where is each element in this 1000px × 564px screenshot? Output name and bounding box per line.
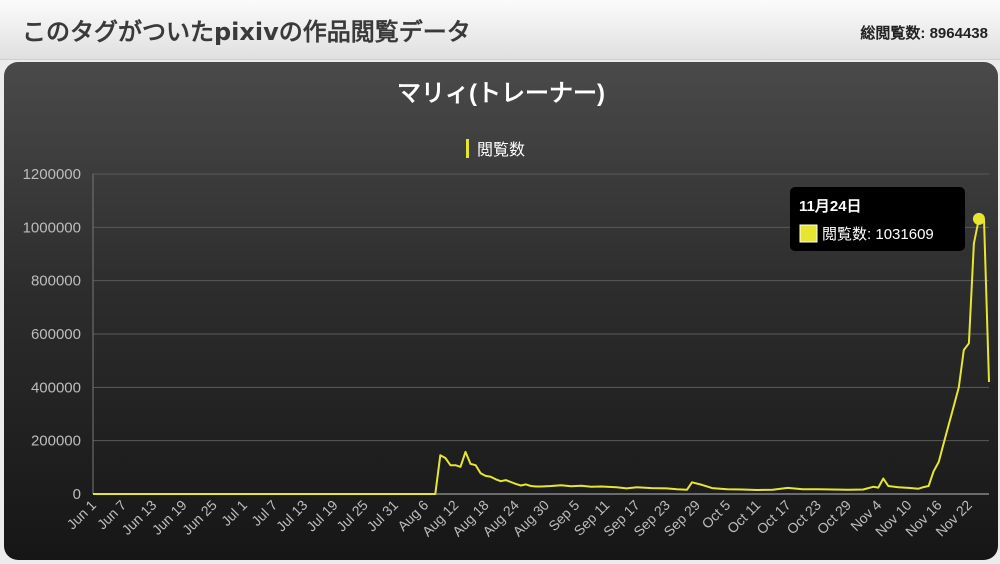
tooltip: 11月24日 閲覧数: 1031609 xyxy=(790,187,965,251)
tooltip-value: 閲覧数: 1031609 xyxy=(822,226,934,243)
tooltip-box xyxy=(790,187,965,251)
legend-label: 閲覧数 xyxy=(477,140,525,159)
tooltip-number: 1031609 xyxy=(875,226,933,243)
legend-swatch xyxy=(466,139,469,158)
tooltip-colon: : xyxy=(867,226,875,243)
line-chart: マリィ(トレーナー) 閲覧数 0 200000 400000 600000 800000… xyxy=(23,80,990,540)
page-header: このタグがついたpixivの作品閲覧データ 総閲覧数: 8964438 xyxy=(0,0,1000,60)
tooltip-swatch xyxy=(799,224,818,243)
x-tick-label: Jul 13 xyxy=(273,497,311,535)
x-tick-label: Jul 19 xyxy=(303,497,341,535)
chart-panel: マリィ(トレーナー) 閲覧数 0 200000 400000 600000 800000… xyxy=(4,62,998,560)
x-tick-label: Jul 31 xyxy=(363,497,401,535)
legend[interactable]: 閲覧数 xyxy=(466,139,525,159)
total-views: 総閲覧数: 8964438 xyxy=(860,22,988,43)
series-line-views xyxy=(93,217,990,495)
total-views-label: 総閲覧数: xyxy=(860,25,926,42)
y-tick-label: 600000 xyxy=(31,326,81,343)
y-axis: 0 200000 400000 600000 800000 1000000 1200000 xyxy=(23,166,81,503)
y-tick-label: 0 xyxy=(73,486,81,503)
chart-title: マリィ(トレーナー) xyxy=(397,80,605,107)
y-tick-label: 800000 xyxy=(31,273,81,290)
hover-point[interactable] xyxy=(972,212,985,225)
x-tick-label: Oct 29 xyxy=(814,497,855,538)
total-views-value: 8964438 xyxy=(929,25,988,42)
y-tick-label: 1000000 xyxy=(23,219,81,236)
x-tick-label: Jun 1 xyxy=(64,497,100,533)
y-tick-label: 200000 xyxy=(31,433,81,450)
tooltip-series-name: 閲覧数 xyxy=(822,226,867,243)
grid-lines xyxy=(92,173,989,495)
x-tick-label: Jul 25 xyxy=(333,497,371,535)
y-tick-label: 1200000 xyxy=(23,166,81,183)
x-tick-label: Jul 1 xyxy=(218,497,250,529)
x-tick-label: Jun 25 xyxy=(179,497,220,538)
tooltip-date: 11月24日 xyxy=(799,198,862,215)
y-tick-label: 400000 xyxy=(31,379,81,396)
page-title: このタグがついたpixivの作品閲覧データ xyxy=(22,18,471,46)
